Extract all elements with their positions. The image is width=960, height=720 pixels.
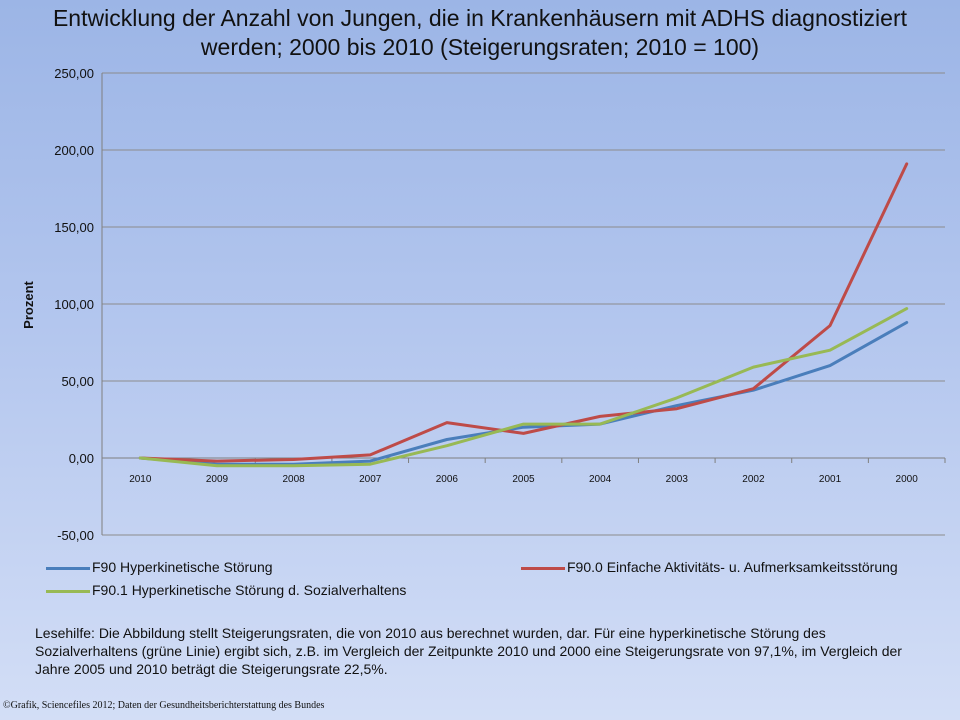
- chart-title: Entwicklung der Anzahl von Jungen, die i…: [0, 4, 960, 62]
- x-tick-label-2002: 2002: [742, 474, 765, 485]
- line-chart: 250,00200,00150,00100,0050,000,00-50,00 …: [21, 66, 946, 543]
- legend-swatch-f90: [46, 567, 90, 570]
- legend-item-f90: F90 Hyperkinetische Störung: [92, 559, 273, 575]
- y-tick-label: 0,00: [69, 451, 94, 466]
- y-tick-labels: 250,00 200,00 150,00 100,00 50,00 0,00 -50,00: [54, 66, 94, 543]
- x-tick-label-2007: 2007: [359, 474, 382, 485]
- x-tick-labels: 2010 2009 2008 2007 2006 2005 2004 2003 2002 2001…: [101, 458, 946, 485]
- legend-item-f90-1: F90.1 Hyperkinetische Störung d. Sozialv…: [92, 582, 407, 598]
- y-tick-label: -50,00: [57, 528, 94, 543]
- x-tick-label-2005: 2005: [512, 474, 535, 485]
- x-tick-label-2009: 2009: [206, 474, 229, 485]
- x-tick-label-2001: 2001: [819, 474, 842, 485]
- x-tick-label-2008: 2008: [282, 474, 305, 485]
- legend-swatch-f90-0: [521, 567, 565, 570]
- x-tick-label-2010: 2010: [129, 474, 152, 485]
- x-tick-label-2003: 2003: [666, 474, 689, 485]
- y-tick-label: 150,00: [54, 220, 94, 235]
- x-tick-label-2000: 2000: [896, 474, 919, 485]
- series-line-f90-1: [138, 307, 909, 468]
- chart-title-line-1: Entwicklung der Anzahl von Jungen, die i…: [52, 5, 908, 31]
- x-tick-label-2006: 2006: [436, 474, 459, 485]
- source-credit: ©Grafik, Sciencefiles 2012; Daten der Ge…: [3, 700, 325, 711]
- reading-note: Lesehilfe: Die Abbildung stellt Steigeru…: [35, 625, 902, 677]
- legend-swatch-f90-1: [46, 590, 90, 593]
- legend-item-f90-0: F90.0 Einfache Aktivitäts- u. Aufmerksam…: [567, 559, 898, 575]
- series-line-f90-0: [138, 162, 909, 463]
- series-line-f90: [138, 321, 909, 466]
- y-tick-label: 100,00: [54, 297, 94, 312]
- x-tick-label-2004: 2004: [589, 474, 612, 485]
- y-tick-label: 50,00: [61, 374, 94, 389]
- chart-title-line-2: werden; 2000 bis 2010 (Steigerungsraten;…: [200, 34, 760, 60]
- y-axis-label: Prozent: [21, 280, 36, 328]
- y-tick-label: 250,00: [54, 66, 94, 81]
- series-lines: [138, 162, 909, 468]
- y-tick-label: 200,00: [54, 143, 94, 158]
